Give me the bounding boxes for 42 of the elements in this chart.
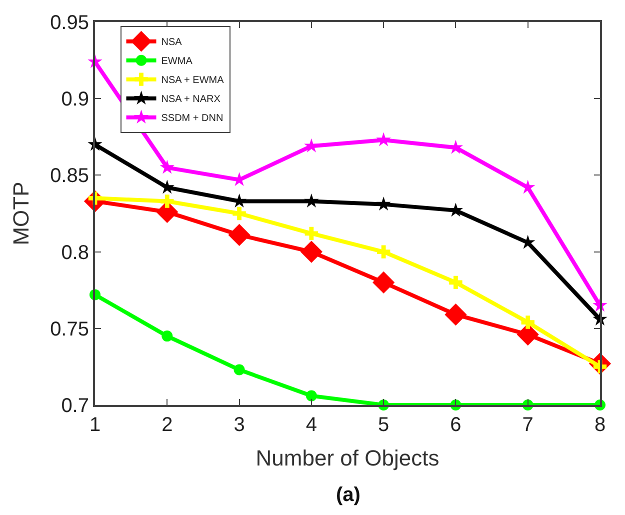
point (304, 194, 319, 208)
point (306, 390, 317, 402)
x-tick-label: 2 (162, 414, 173, 436)
point (444, 304, 467, 326)
point (304, 138, 319, 152)
point (160, 194, 174, 208)
point (300, 240, 322, 263)
legend-label: NSA (161, 37, 182, 48)
point (372, 271, 395, 294)
y-tick-label: 0.85 (50, 165, 89, 188)
point (160, 160, 174, 174)
x-tick-label: 5 (378, 414, 390, 436)
legend-label: EWMA (161, 56, 193, 68)
x-tick-label: 1 (89, 414, 101, 436)
y-tick-label: 0.7 (61, 395, 89, 417)
point (376, 196, 391, 211)
point (162, 330, 173, 342)
point (376, 245, 390, 258)
y-tick-label: 0.9 (61, 88, 89, 111)
legend-label: SSDM + DNN (161, 113, 224, 124)
y-tick-label: 0.8 (61, 242, 89, 264)
y-tick-label: 0.95 (50, 12, 89, 34)
point (160, 180, 174, 194)
point (521, 316, 534, 329)
point (228, 224, 250, 246)
x-tick-label: 4 (306, 414, 317, 436)
x-tick-label: 6 (450, 414, 462, 436)
point (376, 132, 391, 146)
point (520, 180, 536, 194)
point (232, 206, 246, 220)
y-axis-title: MOTP (8, 182, 34, 246)
x-tick-label: 8 (594, 414, 606, 436)
legend-label: NSA + EWMA (161, 75, 224, 86)
text: (a) (336, 484, 360, 506)
legend-label: NSA + NARX (161, 94, 221, 106)
y-tick-label: 0.75 (50, 318, 89, 340)
point (304, 226, 318, 240)
x-axis-title: Number of Objects (256, 445, 440, 470)
x-tick-label: 7 (522, 414, 534, 436)
point (449, 276, 462, 290)
x-tick-label: 3 (234, 414, 245, 436)
point (234, 364, 245, 376)
